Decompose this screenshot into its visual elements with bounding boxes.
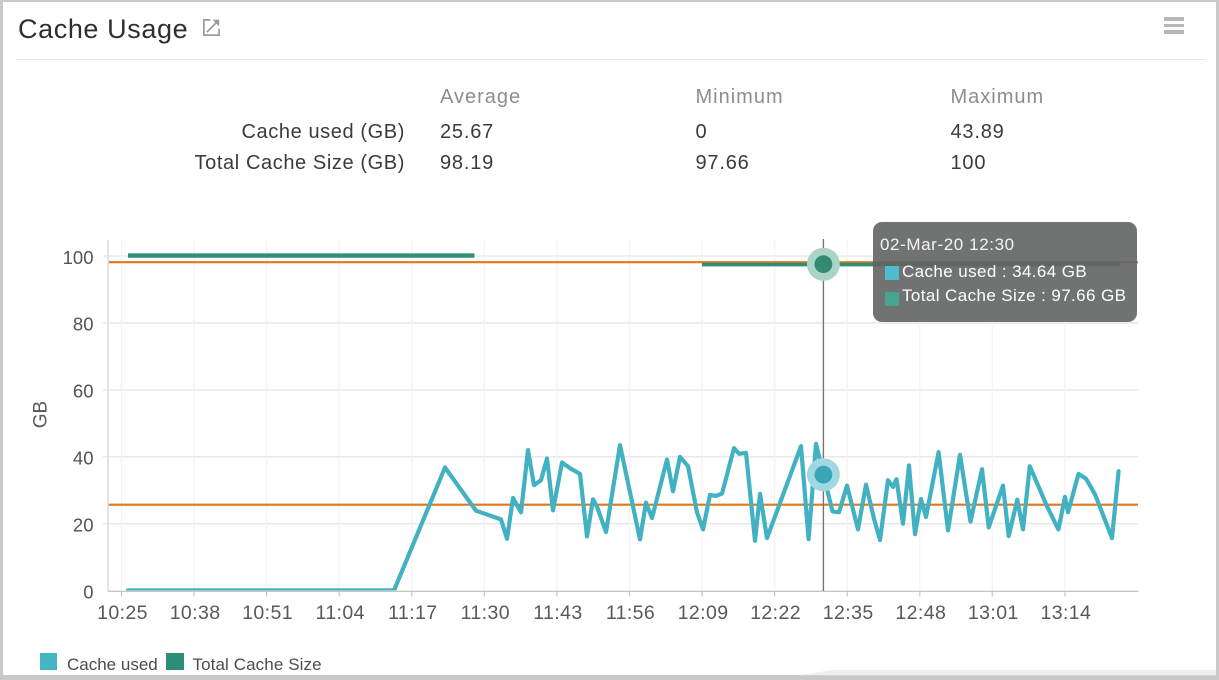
svg-text:40: 40 bbox=[73, 448, 94, 469]
svg-text:20: 20 bbox=[73, 514, 94, 535]
svg-text:10:38: 10:38 bbox=[170, 602, 221, 624]
svg-text:13:14: 13:14 bbox=[1040, 602, 1091, 624]
svg-text:12:48: 12:48 bbox=[895, 602, 946, 624]
svg-text:GB: GB bbox=[31, 401, 52, 428]
svg-text:80: 80 bbox=[73, 314, 94, 335]
svg-text:11:17: 11:17 bbox=[388, 602, 437, 624]
svg-text:100: 100 bbox=[63, 247, 94, 268]
svg-text:11:43: 11:43 bbox=[533, 602, 582, 624]
svg-text:0: 0 bbox=[83, 581, 93, 602]
svg-text:12:35: 12:35 bbox=[823, 602, 874, 624]
svg-text:12:09: 12:09 bbox=[678, 602, 729, 624]
svg-text:11:56: 11:56 bbox=[606, 602, 655, 624]
svg-text:10:51: 10:51 bbox=[242, 602, 293, 624]
svg-text:60: 60 bbox=[73, 381, 94, 402]
svg-text:12:22: 12:22 bbox=[750, 602, 801, 624]
svg-text:11:30: 11:30 bbox=[461, 602, 510, 624]
svg-text:13:01: 13:01 bbox=[968, 602, 1019, 624]
svg-text:10:25: 10:25 bbox=[97, 602, 148, 624]
svg-text:11:04: 11:04 bbox=[316, 602, 365, 624]
